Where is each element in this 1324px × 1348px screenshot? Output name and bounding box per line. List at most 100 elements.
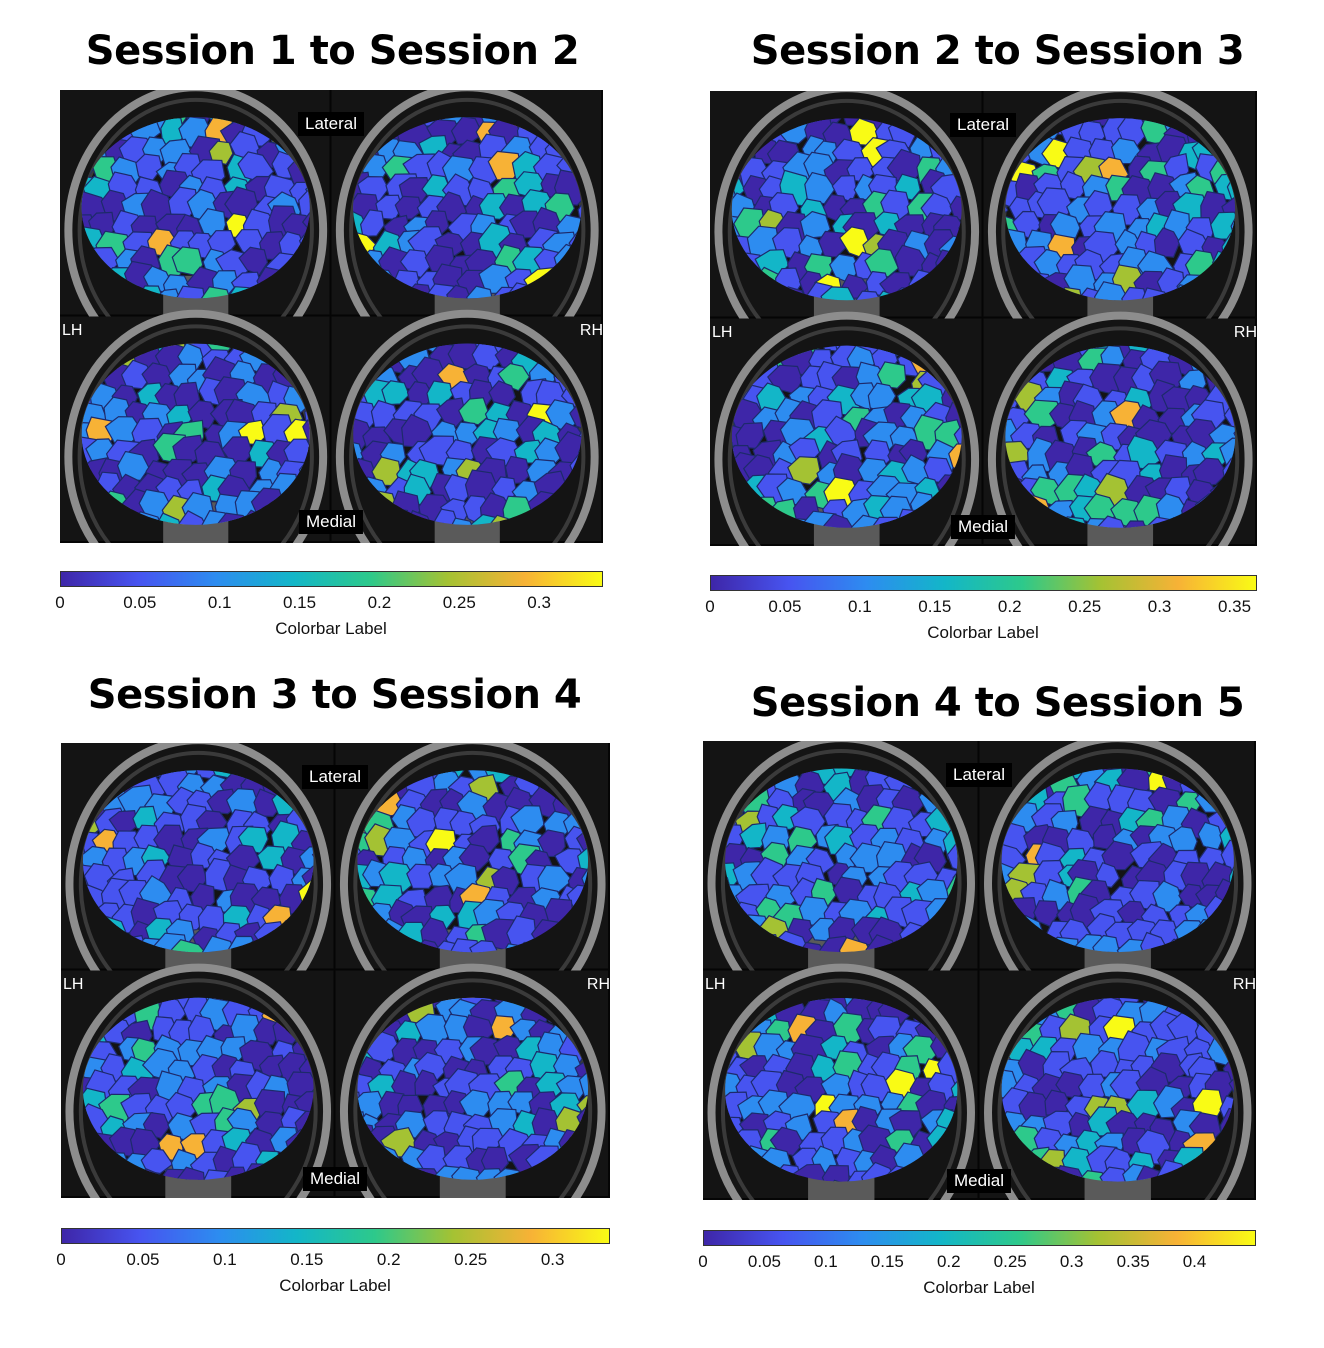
parcel: [208, 140, 234, 166]
brain-panel-1: Lateral Medial LH RH: [60, 90, 603, 543]
colorbar-tick-label: 0.25: [454, 1250, 488, 1269]
panel-3-title: Session 3 to Session 4: [87, 672, 582, 718]
parcel: [1153, 227, 1181, 258]
brain-view: [60, 90, 330, 378]
parcel: [175, 285, 206, 299]
parcel: [406, 863, 439, 890]
colorbar-tick-label: 0.3: [540, 1250, 565, 1269]
brain-render-svg: [710, 91, 1255, 546]
parcel: [298, 188, 310, 223]
parcel: [1093, 281, 1130, 301]
panel-1-title: Session 1 to Session 2: [85, 28, 580, 74]
brain-view: [335, 963, 608, 1198]
parcel: [1220, 839, 1234, 875]
parcel: [173, 1166, 206, 1180]
parcel: [876, 361, 907, 389]
parcel: [1192, 457, 1228, 488]
colorbar-tick-label: 0.2: [367, 593, 392, 612]
colorbar-label-3: Colorbar Label: [279, 1276, 391, 1295]
parcel: [200, 286, 234, 299]
parcel: [469, 939, 499, 953]
parcel: [170, 939, 209, 953]
right-hemisphere-label: RH: [586, 976, 610, 993]
parcel: [448, 517, 477, 525]
brain-view: [979, 741, 1254, 1033]
lateral-label: Lateral: [950, 113, 1016, 137]
lateral-label: Lateral: [298, 112, 364, 136]
lateral-label: Lateral: [302, 765, 368, 789]
left-hemisphere-label: LH: [712, 324, 733, 341]
parcel: [304, 402, 310, 429]
brain-panel-2: Lateral Medial LH RH: [710, 91, 1257, 546]
colorbar-tick-label: 0.3: [1147, 597, 1172, 616]
parcel: [821, 1164, 850, 1182]
colorbar-tick-label: 0.05: [123, 593, 157, 612]
brain-panel-4: Lateral Medial LH RH: [703, 741, 1256, 1200]
parcel: [446, 284, 473, 299]
colorbar-tick-label: 0.15: [918, 597, 952, 616]
left-hemisphere-label: LH: [705, 976, 726, 993]
colorbar-tick-label: 0: [55, 593, 65, 612]
colorbar-tick-label: 0.1: [814, 1252, 838, 1271]
parcel: [116, 450, 150, 481]
lateral-label: Lateral: [946, 763, 1012, 787]
parcel: [465, 285, 495, 299]
parcel: [301, 205, 310, 242]
colorbar-tick-label: 0.05: [768, 597, 802, 616]
brain-view: [61, 743, 334, 1032]
brain-panel-3: Lateral Medial LH RH: [61, 743, 610, 1198]
parcel: [1233, 417, 1236, 446]
parcel: [381, 380, 410, 406]
colorbar-1: [60, 571, 603, 587]
colorbar-tick-label: 0.2: [997, 597, 1022, 616]
parcel: [1101, 840, 1138, 871]
colorbar-tick-label: 0.25: [1068, 597, 1102, 616]
right-hemisphere-label: RH: [579, 322, 603, 339]
brain-render-svg: [60, 90, 601, 543]
parcel: [305, 175, 310, 205]
parcel: [1228, 1070, 1234, 1099]
colorbar-tick-label: 0.3: [1059, 1252, 1084, 1271]
colorbar-label-4: Colorbar Label: [923, 1278, 1035, 1297]
parcel: [1092, 934, 1120, 953]
colorbar-tick-label: 0.35: [1217, 597, 1252, 616]
parcel: [958, 215, 962, 244]
parcel: [577, 847, 589, 873]
colorbar-tick-label: 0.05: [126, 1250, 160, 1269]
parcel: [458, 843, 492, 872]
brain-view: [335, 743, 608, 1032]
parcel: [581, 861, 589, 896]
colorbar-3: [61, 1228, 610, 1244]
panel-4-title: Session 4 to Session 5: [750, 680, 1245, 726]
colorbar-label-1: Colorbar Label: [275, 619, 387, 638]
parcel: [451, 1166, 484, 1180]
colorbar-tick-label: 0.15: [283, 593, 317, 612]
brain-view: [61, 963, 334, 1198]
colorbar-tick-label: 0.05: [747, 1252, 781, 1271]
parcel: [953, 421, 962, 452]
colorbar-tick-label: 0: [56, 1250, 66, 1269]
brain-view: [703, 963, 978, 1200]
brain-view: [983, 91, 1255, 380]
colorbar-tick-label: 0.3: [527, 593, 551, 612]
brain-render-svg: [703, 741, 1254, 1200]
parcel: [298, 846, 314, 873]
parcel: [311, 843, 314, 873]
parcel: [302, 414, 310, 448]
parcel: [820, 286, 856, 301]
brain-view: [979, 963, 1254, 1200]
colorbar-tick-label: 0: [705, 597, 715, 616]
parcel: [357, 1091, 362, 1122]
right-hemisphere-label: RH: [1232, 976, 1256, 993]
parcel: [140, 1147, 174, 1175]
colorbar-tick-label: 0.15: [290, 1250, 324, 1269]
parcel: [739, 822, 768, 849]
parcel: [1095, 515, 1128, 528]
panel-2-title: Session 2 to Session 3: [750, 28, 1245, 74]
parcel: [950, 1074, 958, 1109]
brain-view: [331, 309, 601, 543]
parcel: [1219, 437, 1236, 467]
parcel: [787, 456, 822, 486]
parcel: [949, 195, 962, 221]
colorbar-tick-label: 0.2: [936, 1252, 961, 1271]
